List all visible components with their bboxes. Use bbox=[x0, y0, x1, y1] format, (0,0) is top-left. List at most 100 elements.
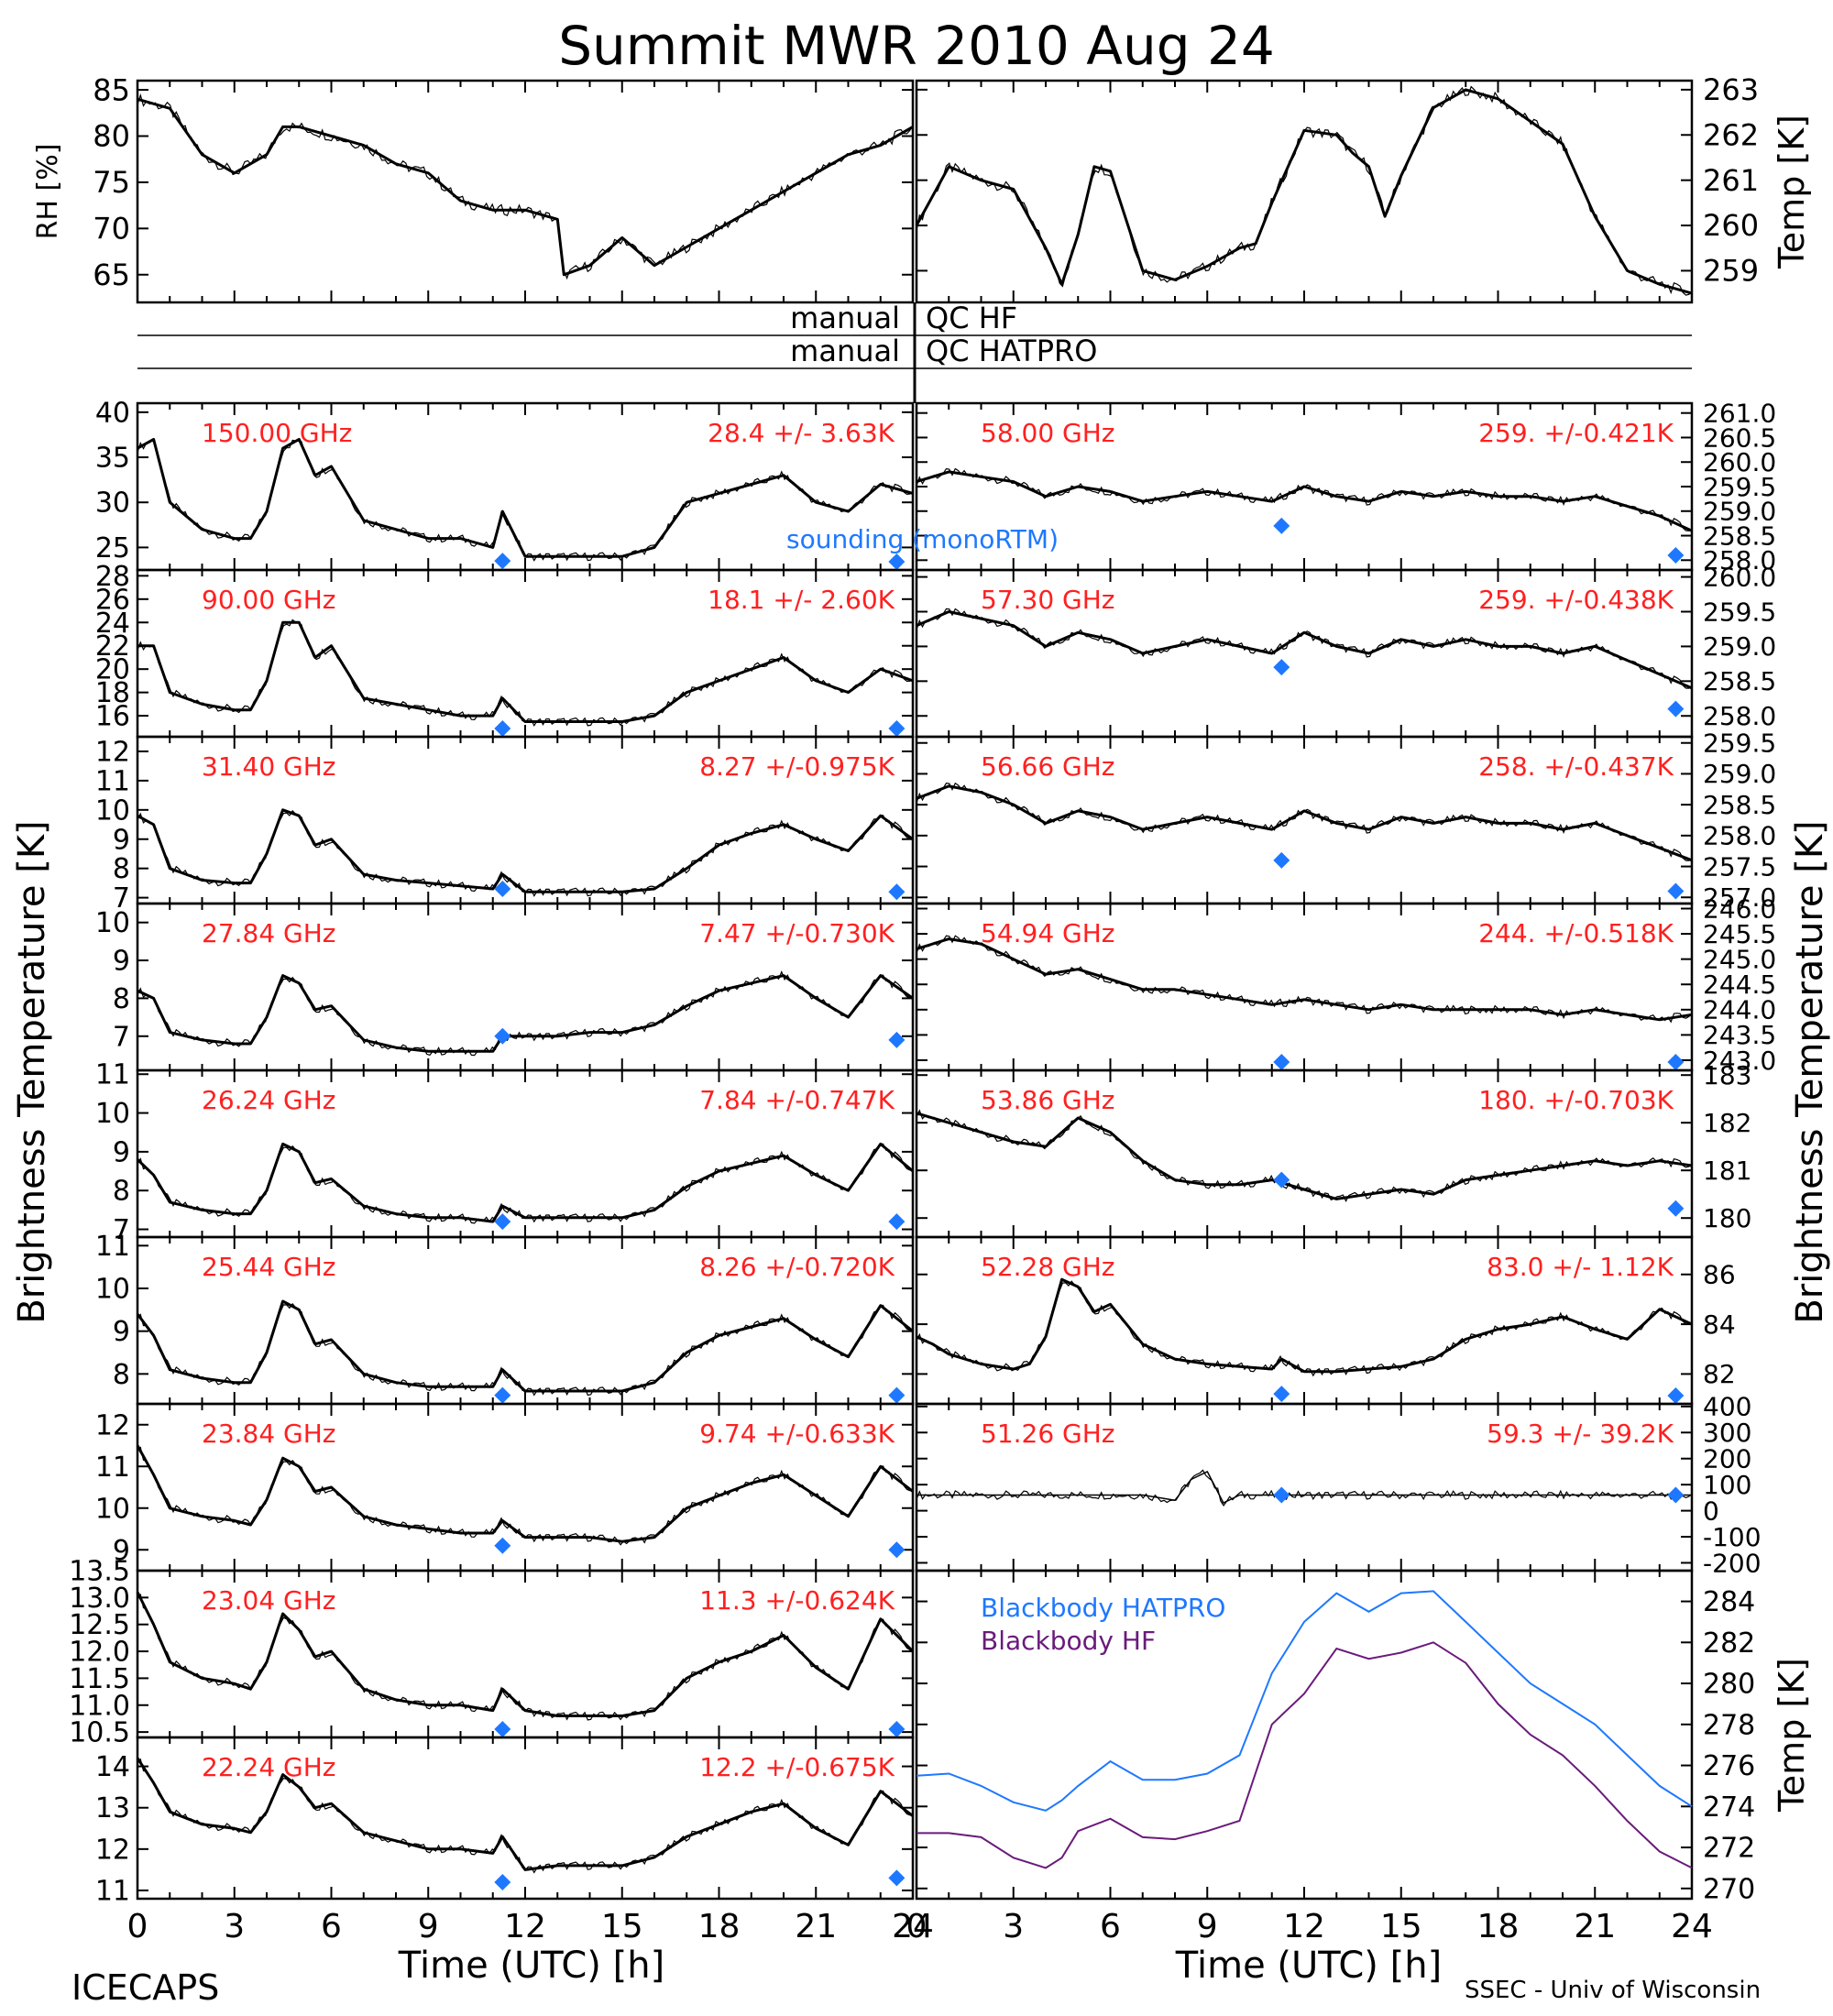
y-tick-label: 262 bbox=[1703, 117, 1759, 152]
y-tick-label: 261.0 bbox=[1703, 399, 1776, 429]
data-noise bbox=[137, 93, 914, 280]
data-noise bbox=[916, 608, 1693, 689]
panel-26.24: 7 8 9 10 11 26.24 GHz 7.84 +/-0.747K bbox=[95, 1059, 915, 1246]
y-tick-label: 261 bbox=[1703, 163, 1759, 198]
y-tick-label: 244.0 bbox=[1703, 995, 1776, 1025]
stats-label: 8.27 +/-0.975K bbox=[699, 751, 895, 782]
y-tick-label: 11 bbox=[95, 1231, 130, 1263]
data-noise bbox=[137, 970, 914, 1057]
y-tick-label: 85 bbox=[93, 72, 130, 107]
footer-right: SSEC - Univ of Wisconsin bbox=[1465, 1977, 1761, 2004]
y-tick-label: 28 bbox=[95, 561, 130, 593]
x-tick-label: 3 bbox=[1003, 1908, 1024, 1945]
x-tick-label: 6 bbox=[321, 1908, 342, 1945]
stats-label: 18.1 +/- 2.60K bbox=[708, 585, 895, 615]
qc-label-left: manual bbox=[790, 301, 900, 335]
y-tick-label: 259.5 bbox=[1703, 729, 1776, 759]
y-tick-label: 245.0 bbox=[1703, 944, 1776, 974]
frequency-label: 26.24 GHz bbox=[202, 1085, 336, 1115]
y-tick-label: 246.0 bbox=[1703, 893, 1776, 924]
data-noise bbox=[916, 935, 1693, 1024]
frequency-label: 31.40 GHz bbox=[202, 751, 336, 782]
sounding-marker bbox=[494, 1721, 511, 1737]
y-tick-label: 12 bbox=[95, 736, 130, 768]
y-tick-label: 86 bbox=[1703, 1260, 1736, 1290]
y-tick-label: 276 bbox=[1703, 1750, 1755, 1782]
y-tick-label: 9 bbox=[113, 1535, 130, 1567]
frequency-label: 54.94 GHz bbox=[981, 918, 1115, 948]
stats-label: 28.4 +/- 3.63K bbox=[708, 418, 895, 448]
data-noise bbox=[137, 619, 914, 728]
y-tick-label: -200 bbox=[1703, 1548, 1762, 1578]
sounding-marker bbox=[494, 720, 511, 737]
y-tick-label: 10 bbox=[95, 1493, 130, 1525]
frequency-label: 23.84 GHz bbox=[202, 1419, 336, 1449]
data-trace bbox=[137, 620, 914, 723]
y-tick-label: 18 bbox=[95, 677, 130, 709]
stats-label: 11.3 +/-0.624K bbox=[699, 1585, 895, 1616]
y-tick-label: 270 bbox=[1703, 1873, 1755, 1905]
y-tick-label: 9 bbox=[113, 824, 130, 856]
y-tick-label: 10 bbox=[95, 907, 130, 939]
qc-label-right: QC HATPRO bbox=[926, 334, 1097, 368]
y-tick-label: 12.5 bbox=[69, 1609, 130, 1641]
y-tick-label: 22 bbox=[95, 630, 130, 663]
panel-52.28: 82 84 86 52.28 GHz 83.0 +/- 1.12K bbox=[915, 1235, 1736, 1406]
y-tick-label: 9 bbox=[113, 1316, 130, 1348]
legend-entry: Blackbody HATPRO bbox=[981, 1593, 1225, 1623]
y-tick-label: 258.5 bbox=[1703, 520, 1776, 551]
y-tick-label: 243.5 bbox=[1703, 1020, 1776, 1050]
y-tick-label: 7 bbox=[113, 1214, 130, 1246]
stats-label: 8.26 +/-0.720K bbox=[699, 1252, 895, 1282]
x-axis-label-right: Time (UTC) [h] bbox=[1175, 1945, 1442, 1987]
sounding-marker bbox=[888, 1541, 906, 1559]
frequency-label: 25.44 GHz bbox=[202, 1252, 336, 1282]
x-axis-label-left: Time (UTC) [h] bbox=[398, 1945, 664, 1987]
stats-label: 7.84 +/-0.747K bbox=[699, 1085, 895, 1115]
sounding-marker bbox=[494, 1213, 511, 1231]
y-axis-label-right: Brightness Temperature [K] bbox=[1789, 820, 1831, 1323]
sounding-marker bbox=[1273, 851, 1290, 869]
data-noise bbox=[916, 1469, 1693, 1507]
y-tick-label: 70 bbox=[93, 212, 130, 247]
data-trace bbox=[916, 1277, 1693, 1374]
y-tick-label: 24 bbox=[95, 608, 130, 640]
x-tick-label: 18 bbox=[1477, 1908, 1520, 1945]
y-tick-label: 259.0 bbox=[1703, 631, 1776, 662]
data-trace bbox=[136, 1444, 914, 1543]
legend-entry: Blackbody HF bbox=[981, 1626, 1156, 1656]
data-trace bbox=[136, 1591, 915, 1717]
sounding-marker bbox=[494, 1027, 511, 1045]
panel-23.84: 9 10 11 12 23.84 GHz 9.74 +/-0.633K bbox=[95, 1402, 915, 1572]
sounding-marker bbox=[1667, 1486, 1685, 1504]
sounding-marker bbox=[494, 1873, 511, 1890]
frequency-label: 52.28 GHz bbox=[981, 1252, 1115, 1282]
y-tick-label: 0 bbox=[1703, 1496, 1719, 1526]
y-tick-label: 10.5 bbox=[69, 1717, 130, 1749]
sounding-marker bbox=[1273, 517, 1290, 534]
y-tick-label: 9 bbox=[113, 946, 130, 978]
data-noise bbox=[916, 1280, 1693, 1377]
sounding-marker bbox=[1667, 1387, 1685, 1404]
y-tick-label: 82 bbox=[1703, 1359, 1736, 1389]
x-tick-label: 18 bbox=[698, 1908, 741, 1945]
x-tick-label: 0 bbox=[906, 1908, 927, 1945]
y-tick-label: 13.5 bbox=[69, 1556, 130, 1588]
sounding-marker bbox=[494, 1386, 511, 1404]
x-tick-label: 6 bbox=[1100, 1908, 1121, 1945]
y-tick-label: 260.0 bbox=[1703, 447, 1776, 477]
y-tick-label: 258.5 bbox=[1703, 666, 1776, 696]
y-tick-label: 183 bbox=[1703, 1060, 1751, 1090]
frequency-label: 51.26 GHz bbox=[981, 1419, 1115, 1449]
y-tick-label: 11.5 bbox=[69, 1663, 130, 1695]
y-tick-label: 12 bbox=[95, 1834, 130, 1866]
sounding-marker bbox=[888, 1031, 906, 1048]
y-tick-label: 10 bbox=[95, 794, 130, 827]
x-tick-label: 21 bbox=[1574, 1908, 1616, 1945]
x-tick-label: 3 bbox=[224, 1908, 245, 1945]
